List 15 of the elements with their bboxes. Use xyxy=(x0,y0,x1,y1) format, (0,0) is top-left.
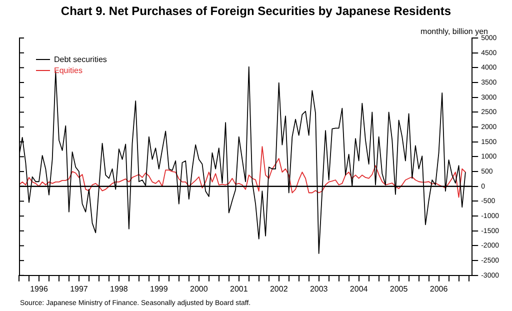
x-tick-label: 1997 xyxy=(70,284,88,294)
x-tick-label: 1998 xyxy=(110,284,128,294)
y-axis-title: monthly, billion yen xyxy=(420,27,488,36)
x-tick-label: 2005 xyxy=(390,284,408,294)
legend-label: Equities xyxy=(53,65,84,76)
x-tick-label: 2002 xyxy=(270,284,288,294)
x-tick-label: 2001 xyxy=(230,284,248,294)
x-tick-label: 2000 xyxy=(190,284,208,294)
chart-title: Chart 9. Net Purchases of Foreign Securities by Japanese Residents xyxy=(60,4,452,18)
x-tick-label: 2006 xyxy=(430,284,448,294)
x-tick-label: 2004 xyxy=(350,284,368,294)
x-tick-label: 1996 xyxy=(30,284,48,294)
x-tick-label: 1999 xyxy=(150,284,168,294)
x-tick-label: 2003 xyxy=(310,284,328,294)
legend-label: Debt securities xyxy=(53,54,107,65)
